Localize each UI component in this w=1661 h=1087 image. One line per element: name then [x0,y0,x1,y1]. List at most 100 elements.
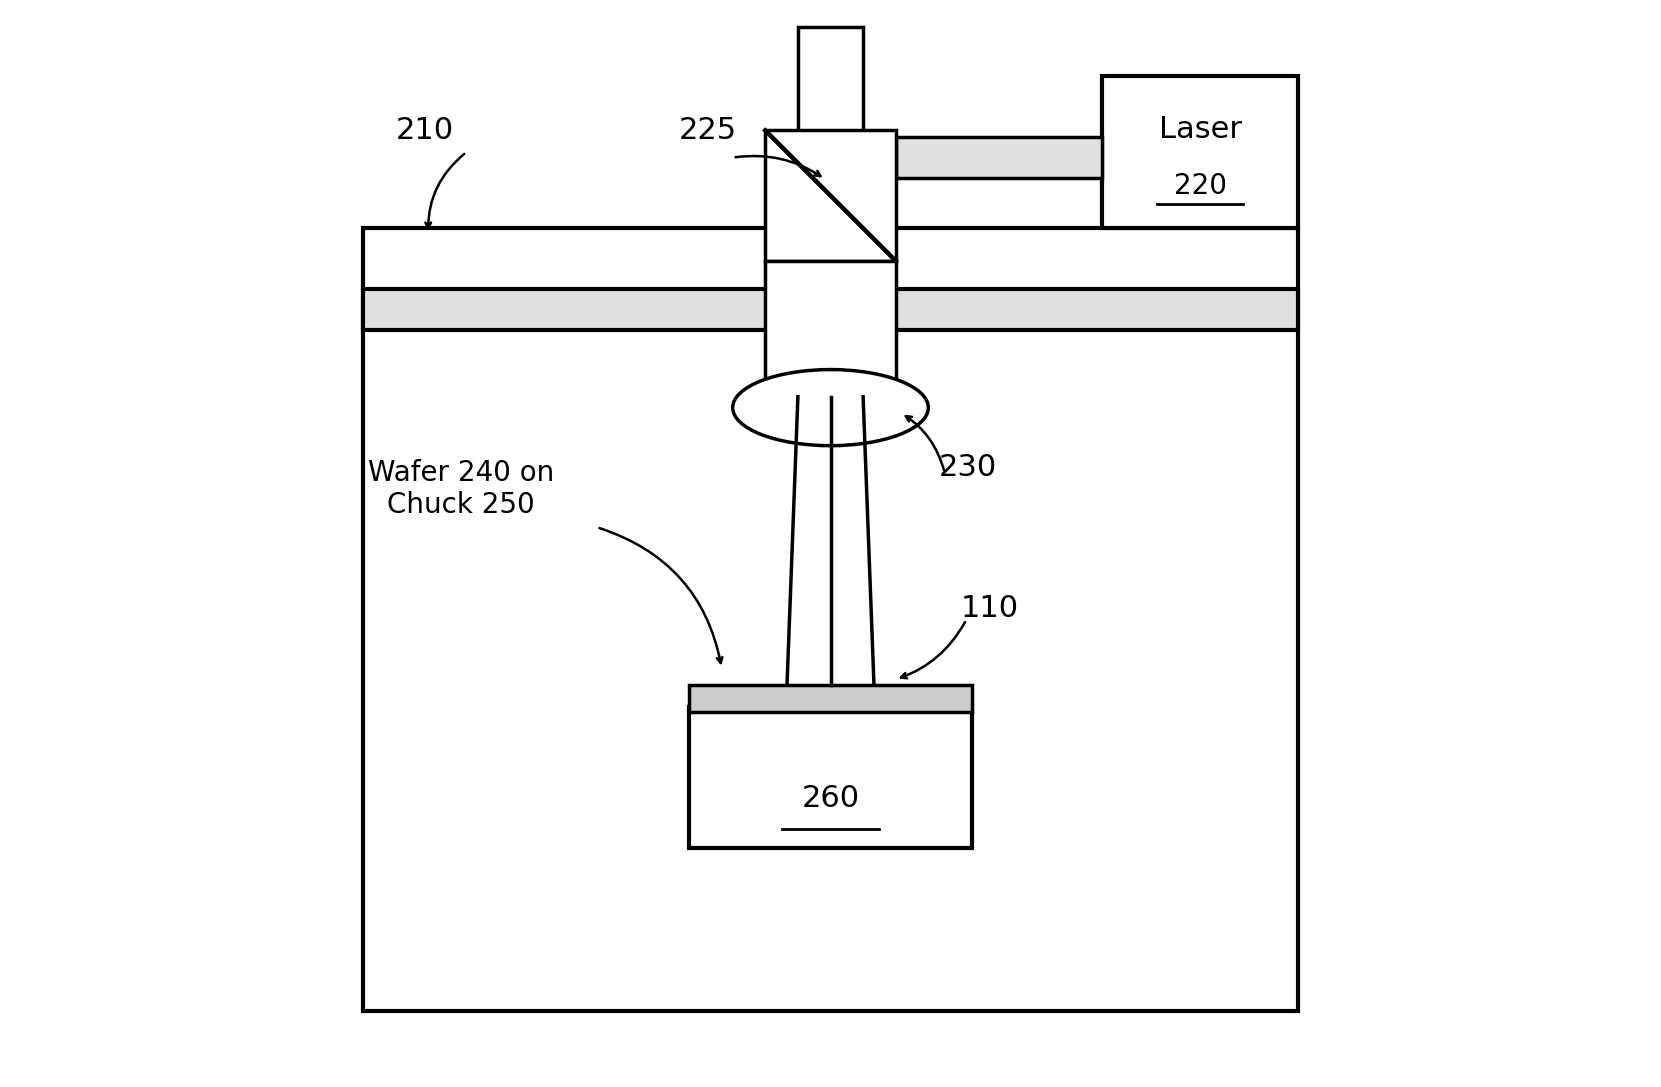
Point [1221,998,1247,1015]
Point [384,980,410,998]
Point [925,969,952,986]
Point [1236,980,1262,998]
Point [744,857,771,874]
Point [543,897,570,914]
Point [1007,934,1033,951]
Bar [364,289,1297,330]
Point [646,937,673,954]
Point [997,961,1023,978]
Point [443,867,470,885]
Point [842,884,869,901]
Point [1000,833,1026,850]
Point [1148,928,1174,946]
Point [470,858,497,875]
Point [1010,878,1036,896]
Point [1274,851,1301,869]
Point [724,883,751,900]
Point [683,887,709,904]
Point [674,829,701,847]
Point [1138,821,1164,838]
Point [909,919,935,936]
Point [540,948,566,965]
Point [1159,836,1186,853]
Point [973,949,1000,966]
Point [575,891,601,909]
Point [741,997,767,1014]
Point [427,939,453,957]
Point [493,969,520,986]
Point [982,892,1008,910]
Point [769,834,796,851]
Point [714,861,741,878]
Point [742,999,769,1016]
Point [606,904,633,922]
Point [719,928,746,946]
Point [917,887,943,904]
Point [462,905,488,923]
Point [924,878,950,896]
Point [829,978,855,996]
Point [375,938,402,955]
Point [791,986,817,1003]
Point [1173,907,1199,924]
Point [525,987,551,1004]
Point [889,974,915,991]
Point [1274,988,1301,1005]
Point [1063,826,1090,844]
Point [390,850,417,867]
Point [787,847,814,864]
Point [1078,890,1105,908]
Point [1043,952,1070,970]
Point [814,866,840,884]
Point [867,834,894,851]
Point [583,939,610,957]
Point [407,938,434,955]
Point [578,920,605,937]
Point [405,857,432,874]
Point [940,995,967,1012]
Point [776,892,802,910]
Point [463,989,490,1007]
Point [414,828,440,846]
Point [1071,982,1098,999]
Point [1168,999,1194,1016]
Point [664,916,691,934]
Point [613,890,639,908]
Point [899,929,925,947]
Point [1232,878,1259,896]
Point [1164,858,1191,875]
Point [1070,866,1096,884]
Point [698,913,724,930]
Point [957,976,983,994]
Point [1164,887,1191,904]
Point [543,863,570,880]
Point [370,880,397,898]
Point [1161,888,1188,905]
Point [968,905,995,923]
Point [1184,951,1211,969]
Point [960,825,987,842]
Point [1073,851,1100,869]
Point [658,857,684,874]
Point [508,897,535,914]
Point [713,857,739,874]
Point [816,935,842,952]
Point [369,837,395,854]
Point [779,877,806,895]
Point [977,974,1003,991]
Point [442,848,468,865]
Point [659,915,686,933]
Point [440,942,467,960]
Point [493,857,520,874]
Point [1266,885,1292,902]
Point [1254,854,1281,872]
Point [576,826,603,844]
Point [932,935,958,952]
Point [1144,899,1171,916]
Point [415,899,442,916]
Point [621,903,648,921]
Point [646,878,673,896]
Point [791,959,817,976]
Point [879,900,905,917]
Point [794,864,821,882]
